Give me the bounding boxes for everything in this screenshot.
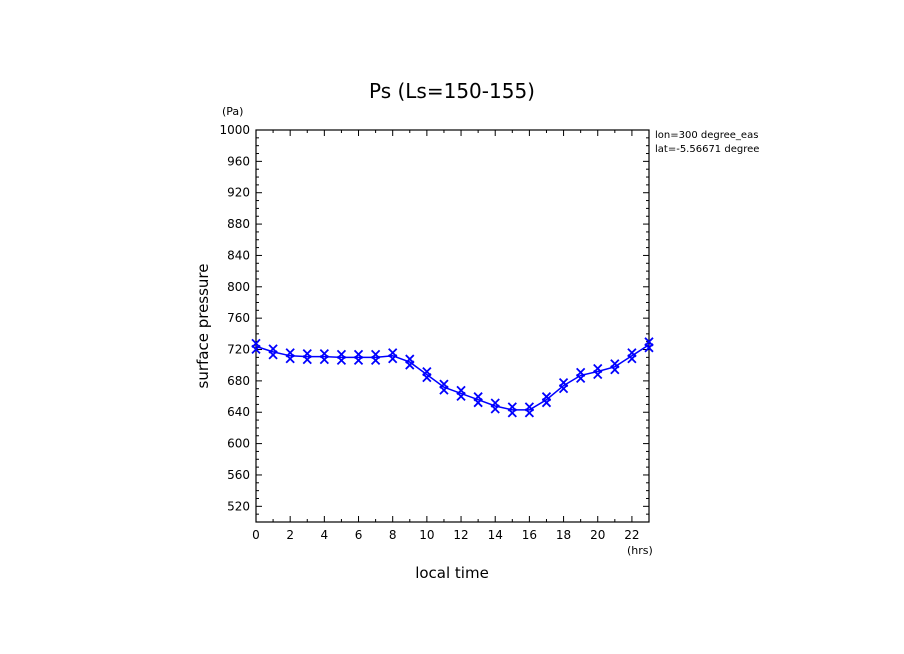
y-tick-label: 760 [227,311,250,325]
data-point-marker [268,344,278,360]
chart-title: Ps (Ls=150-155) [369,79,535,103]
plot-frame [255,129,650,523]
annotation-lat: lat=-5.56671 degree [655,144,759,155]
x-tick-label: 20 [590,528,605,542]
annotation-lon: lon=300 degree_eas [655,130,758,141]
x-axis-ticks: 0 2 4 6 8 10 12 14 16 18 20 22 [252,130,650,542]
data-point-marker [558,377,569,394]
y-tick-label: 880 [227,217,250,231]
data-point-marker [439,379,449,395]
y-tick-label: 840 [227,248,250,262]
x-tick-label: 12 [453,528,468,542]
data-point-marker [405,354,415,370]
series-layer [251,337,654,418]
x-tick-label: 22 [624,528,639,542]
data-point-marker [593,363,603,380]
y-tick-label: 520 [227,499,250,513]
x-unit: (hrs) [627,544,653,557]
data-point-marker [456,385,466,402]
x-tick-label: 8 [389,528,397,542]
data-point-marker [285,348,295,364]
data-point-marker [541,392,552,408]
data-point-marker [576,367,586,384]
y-tick-label: 600 [227,437,250,451]
data-point-marker [627,348,637,364]
x-tick-label: 10 [419,528,434,542]
data-point-marker [251,338,261,355]
y-tick-label: 1000 [219,123,250,137]
data-point-marker [388,348,398,364]
data-point-marker [610,359,620,375]
y-tick-label: 800 [227,280,250,294]
data-point-marker [490,398,500,414]
data-point-marker [353,349,364,365]
y-unit: (Pa) [222,105,243,118]
data-point-marker [524,402,535,418]
y-tick-label: 680 [227,374,250,388]
x-tick-label: 18 [556,528,571,542]
x-tick-label: 4 [321,528,329,542]
data-point-marker [302,348,312,365]
x-tick-label: 16 [522,528,537,542]
y-tick-label: 720 [227,343,250,357]
x-tick-label: 6 [355,528,363,542]
series-line [255,344,650,411]
data-point-marker [370,349,381,365]
data-point-marker [507,402,517,418]
x-tick-label: 14 [488,528,503,542]
x-axis-title: local time [415,564,489,582]
y-axis-ticks: 520 560 600 640 680 720 760 800 840 880 920 960 1000 [219,123,649,523]
data-point-marker [422,366,432,383]
data-point-marker [473,392,483,408]
x-tick-label: 0 [252,528,260,542]
y-axis-title: surface pressure [194,264,212,389]
data-point-marker [319,348,329,365]
y-tick-label: 920 [227,186,250,200]
x-tick-label: 2 [286,528,294,542]
y-tick-label: 960 [227,154,250,168]
data-point-marker [336,349,347,365]
y-tick-label: 640 [227,405,250,419]
y-tick-label: 560 [227,468,250,482]
data-point-marker [644,337,654,353]
